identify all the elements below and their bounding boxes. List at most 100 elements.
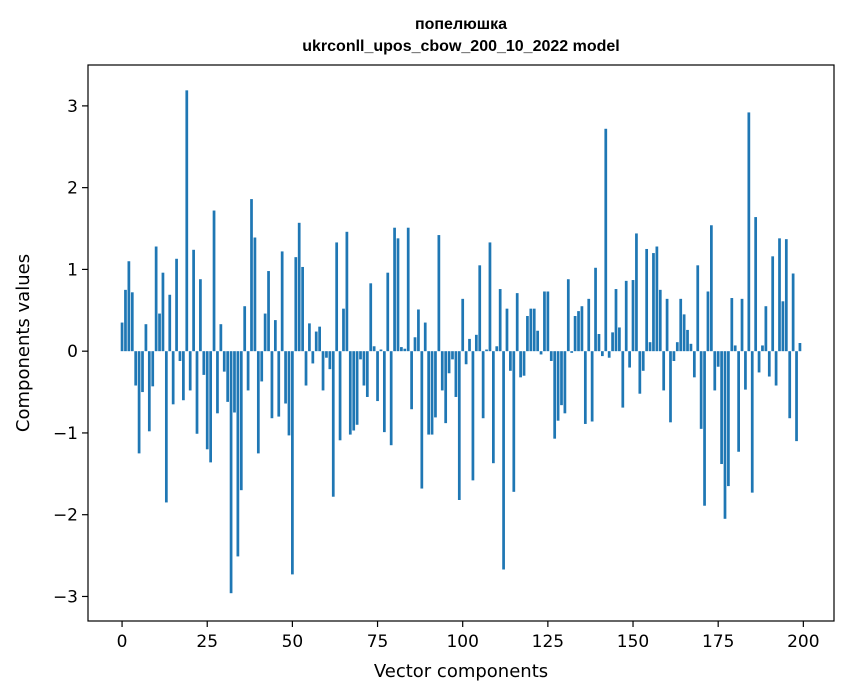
bar-132 bbox=[570, 351, 574, 353]
x-axis: 0 25 50 75 100 125 150 175 200 bbox=[117, 621, 820, 652]
bar-9 bbox=[151, 351, 155, 387]
bar-98 bbox=[454, 351, 458, 397]
x-tick-label-200: 200 bbox=[787, 632, 819, 652]
bar-6 bbox=[141, 351, 144, 393]
bar-75 bbox=[376, 351, 379, 402]
bar-72 bbox=[365, 351, 369, 397]
bar-78 bbox=[386, 272, 390, 352]
y-tick-label--3: −3 bbox=[53, 587, 78, 607]
bar-77 bbox=[382, 351, 386, 433]
bar-54 bbox=[304, 351, 308, 386]
bar-106 bbox=[481, 351, 485, 419]
bar-101 bbox=[464, 351, 468, 365]
bar-74 bbox=[372, 346, 376, 352]
bar-179 bbox=[730, 298, 734, 352]
bar-42 bbox=[263, 313, 267, 352]
x-tick-label-75: 75 bbox=[367, 632, 389, 652]
bar-104 bbox=[474, 334, 478, 352]
bar-43 bbox=[267, 271, 270, 352]
bar-29 bbox=[219, 324, 223, 352]
bar-11 bbox=[158, 313, 161, 352]
bar-175 bbox=[716, 351, 720, 367]
bar-126 bbox=[549, 351, 553, 361]
x-tick-label-175: 175 bbox=[702, 632, 734, 652]
bar-192 bbox=[774, 351, 778, 386]
bar-13 bbox=[164, 351, 168, 503]
bar-57 bbox=[314, 331, 318, 352]
bar-131 bbox=[566, 279, 570, 352]
bar-17 bbox=[178, 351, 182, 361]
bar-68 bbox=[352, 351, 356, 431]
bar-70 bbox=[359, 351, 362, 360]
bar-49 bbox=[287, 351, 291, 436]
bar-160 bbox=[665, 298, 669, 352]
bar-34 bbox=[236, 351, 240, 557]
bar-16 bbox=[175, 258, 178, 352]
bar-134 bbox=[577, 311, 580, 352]
bar-65 bbox=[342, 308, 345, 352]
bar-110 bbox=[495, 346, 499, 352]
bar-137 bbox=[587, 298, 591, 352]
bar-159 bbox=[662, 351, 666, 391]
bar-37 bbox=[246, 351, 250, 391]
bar-62 bbox=[331, 351, 335, 497]
bar-190 bbox=[767, 351, 771, 377]
bar-82 bbox=[400, 347, 403, 352]
bar-26 bbox=[209, 351, 212, 463]
bar-198 bbox=[795, 351, 798, 442]
bar-66 bbox=[345, 231, 349, 352]
x-tick-label-100: 100 bbox=[446, 632, 478, 652]
bar-20 bbox=[188, 351, 192, 391]
bar-195 bbox=[784, 239, 788, 352]
bar-14 bbox=[168, 294, 172, 352]
bar-95 bbox=[444, 351, 448, 424]
bar-22 bbox=[195, 351, 199, 434]
bar-55 bbox=[308, 323, 311, 352]
bar-56 bbox=[311, 351, 315, 364]
bar-138 bbox=[590, 351, 594, 422]
bar-25 bbox=[205, 351, 209, 450]
bar-2 bbox=[127, 261, 131, 352]
bar-197 bbox=[791, 273, 795, 352]
y-tick-label-3: 3 bbox=[67, 97, 78, 117]
bar-148 bbox=[624, 280, 628, 352]
bar-88 bbox=[420, 351, 424, 489]
bar-76 bbox=[379, 349, 383, 352]
bar-67 bbox=[348, 351, 352, 435]
bar-127 bbox=[553, 351, 557, 439]
bar-169 bbox=[696, 265, 700, 352]
bar-136 bbox=[583, 351, 587, 424]
x-tick-label-125: 125 bbox=[532, 632, 564, 652]
bar-107 bbox=[485, 349, 488, 352]
bars-group bbox=[120, 90, 802, 594]
bar-93 bbox=[437, 235, 441, 352]
bar-140 bbox=[597, 334, 601, 352]
bar-116 bbox=[515, 293, 519, 352]
bar-113 bbox=[505, 308, 509, 352]
bar-172 bbox=[706, 291, 710, 352]
bar-41 bbox=[260, 351, 264, 382]
bar-102 bbox=[468, 338, 471, 352]
bar-79 bbox=[389, 351, 393, 446]
bar-194 bbox=[781, 301, 785, 352]
bar-21 bbox=[192, 249, 195, 352]
bar-39 bbox=[253, 237, 257, 352]
bar-71 bbox=[362, 351, 366, 386]
bar-121 bbox=[532, 308, 536, 352]
bar-162 bbox=[672, 351, 676, 361]
x-tick-label-0: 0 bbox=[117, 632, 128, 652]
bar-91 bbox=[430, 351, 434, 435]
bar-46 bbox=[277, 351, 281, 417]
bar-182 bbox=[740, 298, 744, 352]
y-tick-label-1: 1 bbox=[67, 260, 78, 280]
bar-150 bbox=[631, 280, 635, 352]
bar-129 bbox=[560, 351, 563, 406]
bar-83 bbox=[403, 348, 407, 352]
bar-122 bbox=[536, 330, 540, 352]
bar-40 bbox=[256, 351, 260, 454]
bar-89 bbox=[423, 322, 427, 352]
bar-174 bbox=[713, 351, 717, 391]
bar-166 bbox=[686, 329, 689, 352]
x-tick-label-150: 150 bbox=[617, 632, 649, 652]
